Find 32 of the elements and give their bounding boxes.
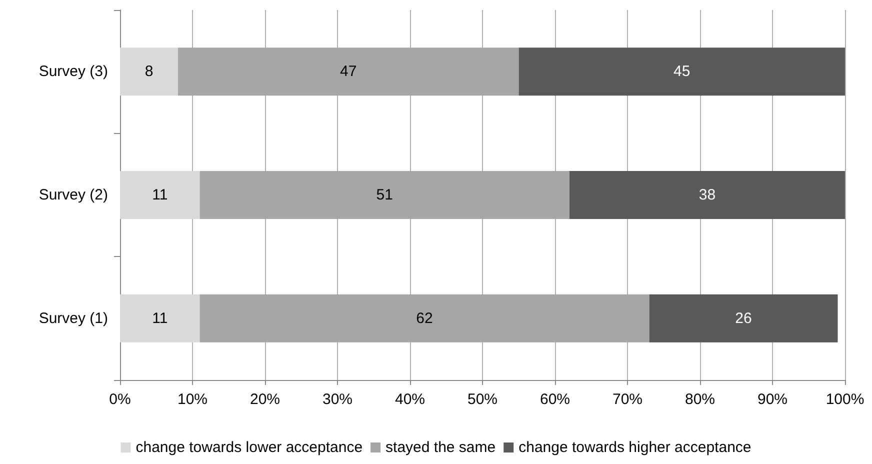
bar [120, 171, 200, 219]
x-tick-label: 50% [467, 391, 498, 408]
y-tick-label: Survey (2) [38, 186, 108, 204]
data-label: 47 [340, 63, 357, 80]
x-tick-label: 10% [177, 391, 208, 408]
data-label: 26 [735, 310, 752, 327]
x-tick-label: 20% [250, 391, 280, 408]
bar [570, 171, 845, 219]
x-tick-label: 100% [826, 391, 864, 408]
y-tick-label: Survey (3) [38, 63, 108, 80]
x-tick-label: 40% [394, 391, 426, 408]
x-tick-label: 90% [757, 391, 788, 408]
x-tick-label: 80% [684, 391, 716, 408]
x-tick-label: 0% [109, 391, 131, 408]
data-label: 62 [416, 310, 433, 327]
bar [120, 48, 178, 96]
data-label: 8 [144, 63, 154, 80]
data-label: 11 [152, 310, 168, 327]
x-tick-label: 30% [322, 391, 353, 408]
data-label: 51 [376, 186, 393, 204]
data-label: 11 [152, 186, 168, 204]
bar [120, 294, 200, 342]
y-tick-label: Survey (1) [38, 310, 108, 327]
data-label: 38 [698, 186, 716, 204]
x-tick-label: 60% [540, 391, 570, 408]
legend-label: change towards higher acceptance [518, 439, 752, 456]
legend-label: change towards lower acceptance [136, 439, 363, 456]
bar [518, 48, 845, 96]
data-label: 45 [674, 63, 690, 80]
bar [649, 294, 838, 342]
x-tick-label: 70% [612, 391, 643, 408]
legend-label: stayed the same [386, 439, 496, 456]
